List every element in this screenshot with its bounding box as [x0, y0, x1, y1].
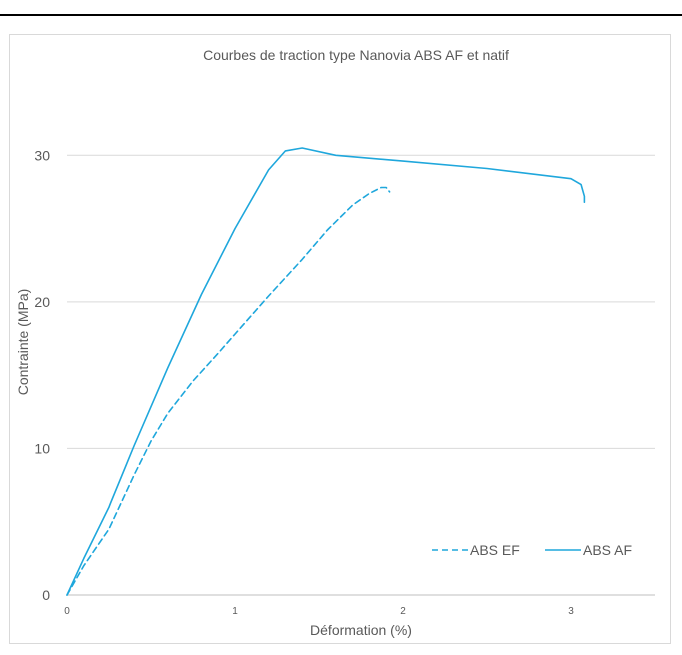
- y-tick-0: 0: [42, 587, 50, 603]
- x-tick-3: 3: [568, 606, 574, 617]
- y-tick-10: 10: [34, 440, 50, 456]
- y-axis-label: Contrainte (MPa): [15, 289, 31, 396]
- x-axis-label: Déformation (%): [310, 622, 412, 638]
- chart-title: Courbes de traction type Nanovia ABS AF …: [203, 47, 509, 63]
- series-lines: [66, 147, 586, 596]
- chart-frame: [9, 34, 671, 644]
- legend: ABS EF ABS AF: [432, 542, 632, 558]
- y-tick-30: 30: [34, 147, 50, 163]
- series-line-abs-af: [66, 147, 586, 596]
- x-tick-labels: 0 1 2 3: [64, 606, 574, 617]
- legend-label-abs-af: ABS AF: [583, 542, 632, 558]
- grid-lines: [67, 154, 655, 596]
- x-tick-0: 0: [64, 606, 70, 617]
- y-tick-20: 20: [34, 294, 50, 310]
- top-border: [0, 0, 682, 16]
- series-line-abs-ef: [66, 186, 391, 596]
- x-tick-2: 2: [400, 606, 406, 617]
- y-tick-labels: 0 10 20 30: [34, 147, 50, 603]
- x-tick-1: 1: [232, 606, 238, 617]
- legend-label-abs-ef: ABS EF: [470, 542, 520, 558]
